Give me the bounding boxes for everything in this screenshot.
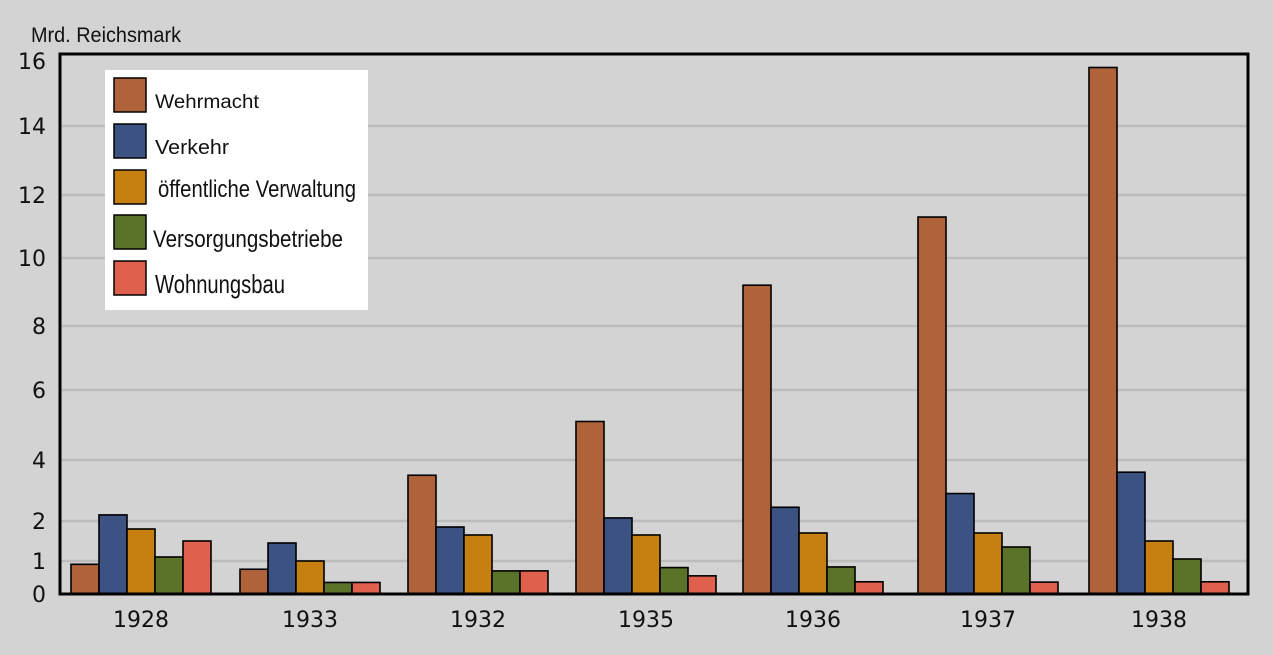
y-tick-label: 1 <box>32 550 46 575</box>
bar-wehrmacht-1928 <box>70 563 100 595</box>
bar-wehrmacht-1937 <box>917 216 947 595</box>
legend-label: Verkehr <box>155 137 229 159</box>
legend-swatch <box>113 77 147 113</box>
y-tick-label: 14 <box>18 115 46 140</box>
y-tick-label: 4 <box>32 449 46 474</box>
bar-wehrmacht-1935 <box>575 420 605 595</box>
bar-wohnungsbau-1935 <box>687 575 717 595</box>
bar-versorgungsbetriebe-1937 <box>1001 546 1031 595</box>
bar-wehrmacht-1932 <box>407 474 437 595</box>
bar-öffentliche-verwaltung-1928 <box>126 528 156 595</box>
bar-verkehr-1938 <box>1116 471 1146 595</box>
bar-versorgungsbetriebe-1936 <box>826 566 856 595</box>
legend-label: Wehrmacht <box>155 92 260 113</box>
bar-versorgungsbetriebe-1933 <box>323 581 353 595</box>
bar-öffentliche-verwaltung-1935 <box>631 534 661 595</box>
legend-swatch <box>113 214 147 250</box>
legend-swatch <box>113 123 147 159</box>
bar-wehrmacht-1933 <box>239 568 269 595</box>
bar-group <box>70 66 1230 595</box>
legend-swatch <box>113 260 147 296</box>
bar-wohnungsbau-1938 <box>1200 580 1230 595</box>
bar-verkehr-1935 <box>603 517 633 595</box>
legend: Wehrmacht Verkehr öffentliche Verwaltung Ve… <box>105 70 368 310</box>
bar-verkehr-1933 <box>267 542 297 595</box>
y-tick-label: 6 <box>32 379 46 404</box>
bar-öffentliche-verwaltung-1936 <box>798 532 828 595</box>
bar-verkehr-1932 <box>435 526 465 595</box>
x-tick-label: 1938 <box>1131 608 1187 633</box>
bar-wohnungsbau-1936 <box>854 580 884 595</box>
y-tick-label: 12 <box>18 184 46 209</box>
bar-versorgungsbetriebe-1935 <box>659 566 689 595</box>
y-tick-label: 2 <box>32 510 46 535</box>
bar-verkehr-1928 <box>98 514 128 595</box>
legend-swatch <box>113 169 147 205</box>
legend-box <box>105 70 368 310</box>
y-tick-label: 8 <box>32 315 46 340</box>
legend-label: Versorgungsbetriebe <box>153 226 343 253</box>
x-tick-label: 1933 <box>282 608 338 633</box>
y-axis-title: Mrd. Reichsmark <box>31 24 181 47</box>
y-tick-label: 10 <box>18 247 46 272</box>
bar-versorgungsbetriebe-1938 <box>1172 558 1202 595</box>
x-tick-label: 1937 <box>960 608 1016 633</box>
bar-versorgungsbetriebe-1928 <box>154 556 184 595</box>
y-tick-label: 0 <box>32 583 46 608</box>
y-tick-label: 16 <box>18 50 46 75</box>
bar-verkehr-1937 <box>945 492 975 595</box>
bar-öffentliche-verwaltung-1937 <box>973 532 1003 595</box>
bar-öffentliche-verwaltung-1933 <box>295 560 325 595</box>
x-tick-label: 1936 <box>785 608 841 633</box>
x-tick-label: 1932 <box>450 608 506 633</box>
legend-label: Wohnungsbau <box>155 269 285 299</box>
bar-wohnungsbau-1928 <box>182 540 212 595</box>
bar-wohnungsbau-1933 <box>351 581 381 595</box>
bar-öffentliche-verwaltung-1932 <box>463 534 493 595</box>
bar-wohnungsbau-1937 <box>1029 581 1059 595</box>
x-tick-label: 1928 <box>113 608 169 633</box>
bar-verkehr-1936 <box>770 506 800 595</box>
bar-wehrmacht-1938 <box>1088 66 1118 595</box>
bar-versorgungsbetriebe-1932 <box>491 570 521 595</box>
bar-wohnungsbau-1932 <box>519 570 549 595</box>
bar-wehrmacht-1936 <box>742 284 772 595</box>
legend-label: öffentliche Verwaltung <box>158 176 356 203</box>
x-tick-label: 1935 <box>618 608 674 633</box>
x-tick-labels: 1928 1933 1932 1935 1936 1937 1938 <box>113 608 1187 633</box>
bar-öffentliche-verwaltung-1938 <box>1144 540 1174 595</box>
